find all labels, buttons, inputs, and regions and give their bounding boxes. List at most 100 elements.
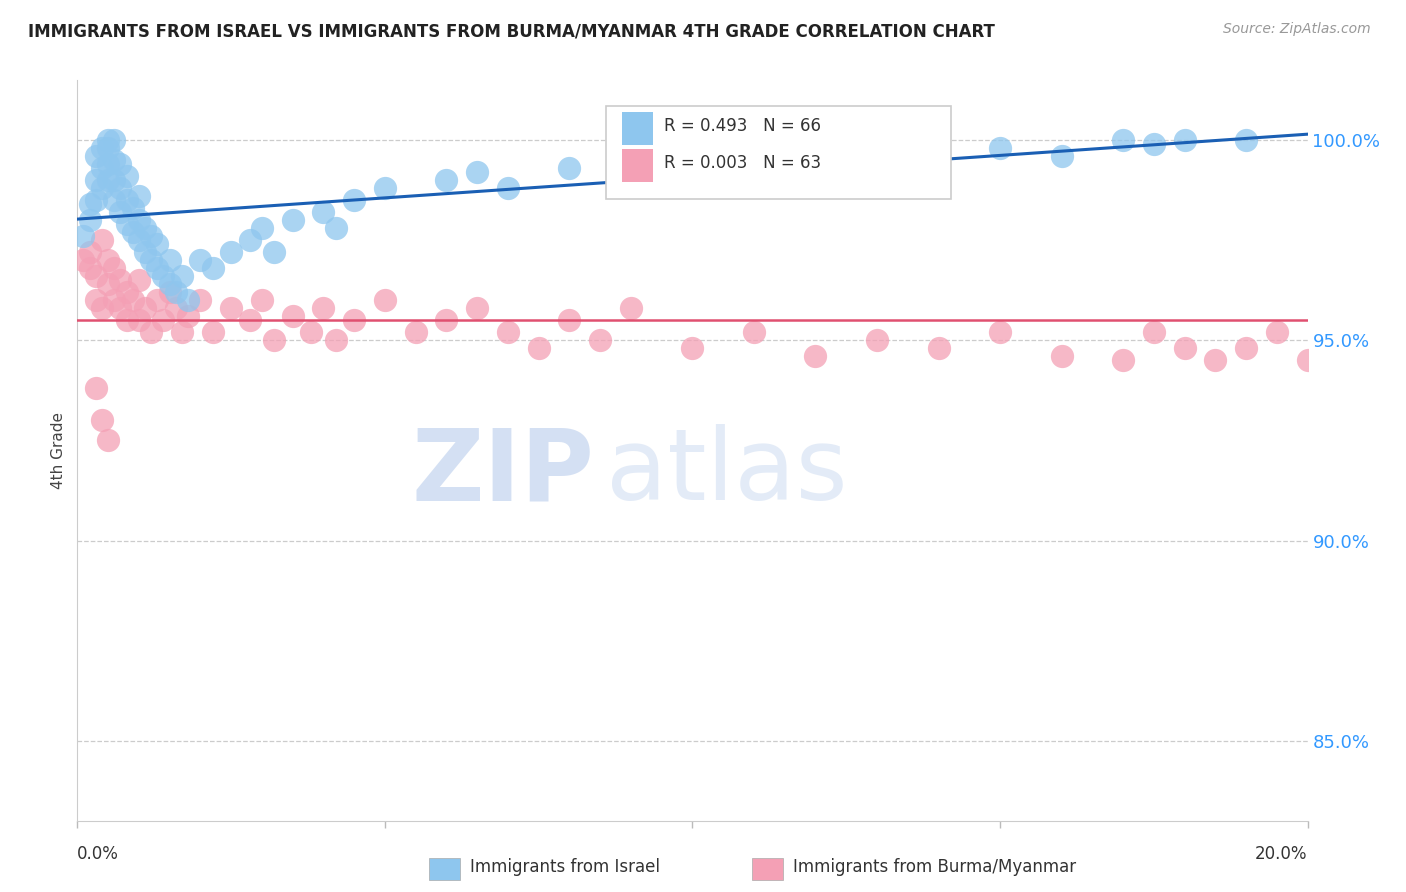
- Point: [72, 229, 94, 244]
- FancyBboxPatch shape: [623, 112, 654, 145]
- Point: [170, 269, 193, 284]
- Point: [103, 194, 125, 208]
- Point: [90, 181, 114, 195]
- Point: [134, 221, 156, 235]
- Point: [134, 245, 156, 260]
- Point: [159, 253, 181, 268]
- Point: [146, 261, 169, 276]
- Point: [110, 273, 132, 287]
- Point: [79, 245, 101, 260]
- Point: [152, 313, 174, 327]
- Point: [177, 293, 200, 308]
- Point: [299, 326, 322, 340]
- Point: [103, 173, 125, 187]
- Point: [1143, 137, 1166, 152]
- Point: [188, 253, 212, 268]
- Point: [436, 313, 458, 327]
- Point: [110, 301, 132, 316]
- Point: [188, 293, 212, 308]
- Point: [263, 334, 285, 348]
- Point: [134, 301, 156, 316]
- Point: [1234, 342, 1257, 356]
- Point: [84, 194, 107, 208]
- Point: [1050, 149, 1073, 163]
- Y-axis label: 4th Grade: 4th Grade: [51, 412, 66, 489]
- Point: [159, 277, 181, 292]
- Point: [343, 313, 366, 327]
- Point: [152, 269, 174, 284]
- Point: [325, 334, 347, 348]
- Point: [496, 326, 519, 340]
- Point: [115, 285, 138, 300]
- Point: [115, 313, 138, 327]
- Point: [343, 194, 366, 208]
- Point: [436, 173, 458, 187]
- Point: [620, 301, 643, 316]
- Point: [239, 313, 262, 327]
- Point: [325, 221, 347, 235]
- Point: [281, 213, 304, 227]
- Point: [1112, 353, 1135, 368]
- Point: [103, 133, 125, 147]
- Point: [121, 202, 143, 216]
- Point: [1112, 133, 1135, 147]
- Text: Immigrants from Burma/Myanmar: Immigrants from Burma/Myanmar: [793, 858, 1076, 876]
- Point: [170, 326, 193, 340]
- Point: [128, 273, 150, 287]
- Point: [115, 218, 138, 232]
- Point: [146, 293, 169, 308]
- Point: [79, 213, 101, 227]
- Point: [115, 194, 138, 208]
- Point: [1050, 350, 1073, 364]
- Point: [121, 225, 143, 239]
- Point: [128, 313, 150, 327]
- Point: [84, 149, 107, 163]
- Point: [988, 326, 1011, 340]
- Point: [804, 350, 827, 364]
- Point: [90, 161, 114, 176]
- Point: [141, 229, 163, 244]
- Text: Immigrants from Israel: Immigrants from Israel: [470, 858, 659, 876]
- Point: [103, 261, 125, 276]
- Point: [165, 301, 187, 316]
- Point: [1265, 326, 1288, 340]
- FancyBboxPatch shape: [623, 149, 654, 183]
- Point: [201, 261, 224, 276]
- Point: [239, 233, 262, 247]
- Point: [219, 245, 242, 260]
- Point: [128, 189, 150, 203]
- Point: [250, 293, 273, 308]
- Point: [84, 293, 107, 308]
- Point: [90, 233, 114, 247]
- Point: [90, 413, 114, 427]
- Point: [84, 381, 107, 395]
- Text: 0.0%: 0.0%: [77, 845, 120, 863]
- Point: [141, 253, 163, 268]
- Point: [263, 245, 285, 260]
- Point: [90, 301, 114, 316]
- Point: [742, 157, 765, 171]
- Point: [97, 434, 120, 448]
- Point: [110, 205, 132, 219]
- Point: [84, 269, 107, 284]
- Text: IMMIGRANTS FROM ISRAEL VS IMMIGRANTS FROM BURMA/MYANMAR 4TH GRADE CORRELATION CH: IMMIGRANTS FROM ISRAEL VS IMMIGRANTS FRO…: [28, 22, 995, 40]
- Point: [97, 253, 120, 268]
- Point: [281, 310, 304, 324]
- Point: [804, 145, 827, 160]
- Point: [1174, 342, 1197, 356]
- Point: [84, 173, 107, 187]
- Point: [1204, 353, 1226, 368]
- Point: [128, 233, 150, 247]
- Point: [79, 197, 101, 211]
- Point: [866, 334, 889, 348]
- Point: [620, 157, 643, 171]
- Text: Source: ZipAtlas.com: Source: ZipAtlas.com: [1223, 22, 1371, 37]
- Point: [465, 301, 488, 316]
- Point: [201, 326, 224, 340]
- Point: [1143, 326, 1166, 340]
- FancyBboxPatch shape: [606, 106, 950, 199]
- Point: [90, 141, 114, 155]
- Point: [682, 149, 704, 163]
- Point: [558, 313, 581, 327]
- Point: [558, 161, 581, 176]
